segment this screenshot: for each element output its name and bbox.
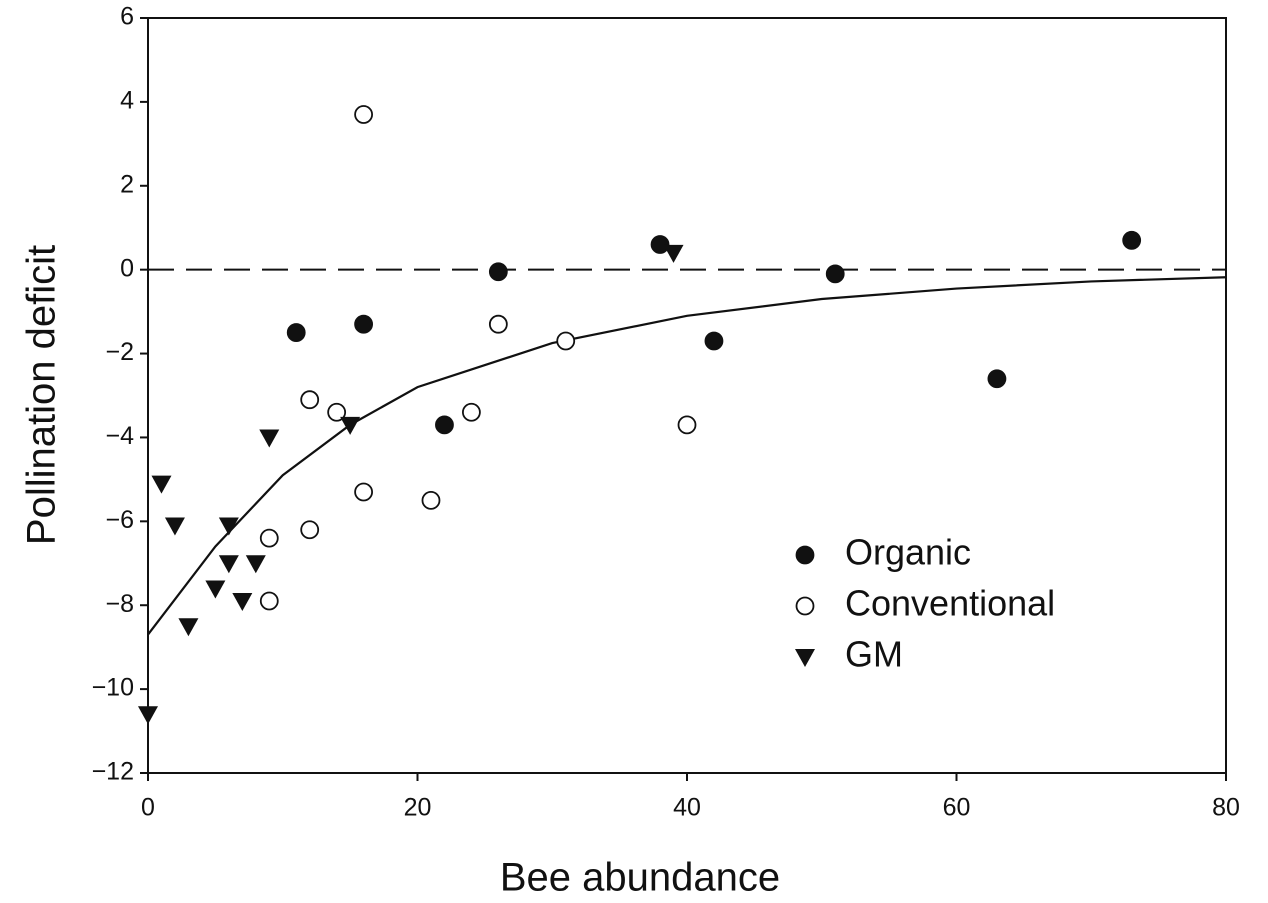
x-tick-label: 40 [673, 794, 701, 822]
point [1122, 230, 1142, 250]
legend-label: Organic [845, 532, 971, 573]
point [421, 490, 441, 510]
point [205, 580, 226, 599]
y-tick-label: −2 [105, 338, 134, 366]
y-tick-label: 2 [120, 170, 134, 198]
y-tick-label: −8 [105, 590, 134, 618]
point [218, 555, 239, 574]
point [259, 528, 279, 548]
y-tick-label: −10 [92, 674, 134, 702]
y-tick-label: −12 [92, 758, 134, 786]
y-tick-label: 6 [120, 3, 134, 31]
point [354, 482, 374, 502]
point [461, 402, 481, 422]
legend-marker [795, 649, 815, 667]
point [327, 402, 347, 422]
point [164, 517, 185, 536]
point [435, 415, 454, 435]
point [259, 591, 279, 611]
point [825, 264, 845, 284]
point [340, 416, 361, 435]
x-tick-label: 0 [141, 794, 155, 822]
x-tick-label: 80 [1212, 794, 1240, 822]
point [259, 429, 280, 448]
point [151, 475, 172, 494]
point [650, 235, 670, 254]
point [354, 105, 374, 124]
y-tick-label: −4 [105, 422, 134, 450]
point [300, 520, 320, 540]
point [232, 593, 253, 612]
point [138, 706, 158, 725]
point [556, 331, 576, 351]
y-tick-label: 4 [120, 86, 134, 114]
point [488, 262, 508, 282]
point [663, 244, 684, 263]
y-tick-label: 0 [120, 254, 134, 282]
x-tick-label: 20 [404, 794, 432, 822]
legend-label: Conventional [845, 583, 1055, 624]
y-axis-label: Pollination deficit [20, 245, 64, 545]
point [300, 390, 320, 410]
point [677, 415, 697, 435]
point [987, 369, 1007, 389]
point [354, 314, 374, 334]
x-axis-label: Bee abundance [500, 856, 780, 900]
point [178, 618, 199, 637]
y-tick-label: −6 [105, 506, 134, 534]
point [704, 331, 724, 351]
point [488, 314, 508, 334]
legend-marker [795, 545, 815, 565]
point [218, 517, 239, 536]
x-tick-label: 60 [943, 794, 971, 822]
legend-marker [795, 596, 815, 616]
point [245, 555, 266, 574]
fit-curve [147, 276, 1227, 636]
legend-label: GM [845, 634, 903, 675]
point [286, 323, 306, 342]
